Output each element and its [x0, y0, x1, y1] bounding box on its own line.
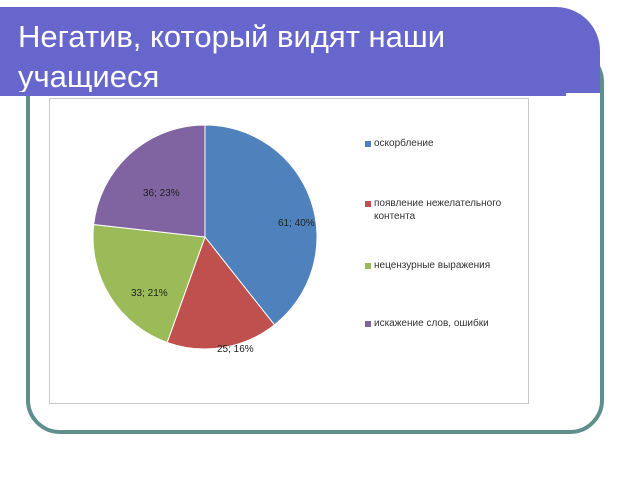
legend-label: нецензурные выражения — [374, 260, 491, 271]
legend-swatch — [365, 321, 371, 327]
legend-swatch — [365, 201, 371, 207]
legend-label: искажение слов, ошибки — [374, 318, 489, 329]
slide-title: Негатив, который видят наши учащиеся — [18, 19, 446, 94]
legend-swatch — [365, 141, 371, 147]
legend-swatch — [365, 263, 371, 269]
slice-data-label: 36; 23% — [143, 188, 180, 199]
pie-slice — [166, 235, 276, 350]
legend-label: появление нежелательного контента — [374, 198, 502, 222]
title-bar: Негатив, который видят наши учащиеся — [0, 7, 600, 94]
pie-slice — [92, 223, 206, 344]
chart-area: 61; 40% 25; 16% 33; 21% 36; 23% оскорбление… — [49, 98, 529, 404]
pie-chart: 61; 40% 25; 16% 33; 21% 36; 23% — [92, 124, 318, 355]
legend-label: оскорбление — [374, 138, 434, 149]
slice-data-label: 25; 16% — [217, 344, 254, 355]
slice-data-label: 33; 21% — [131, 288, 168, 299]
pie-slice — [93, 124, 206, 238]
title-underline — [0, 92, 566, 96]
slice-data-label: 61; 40% — [278, 218, 315, 229]
pie-slice — [204, 124, 318, 326]
